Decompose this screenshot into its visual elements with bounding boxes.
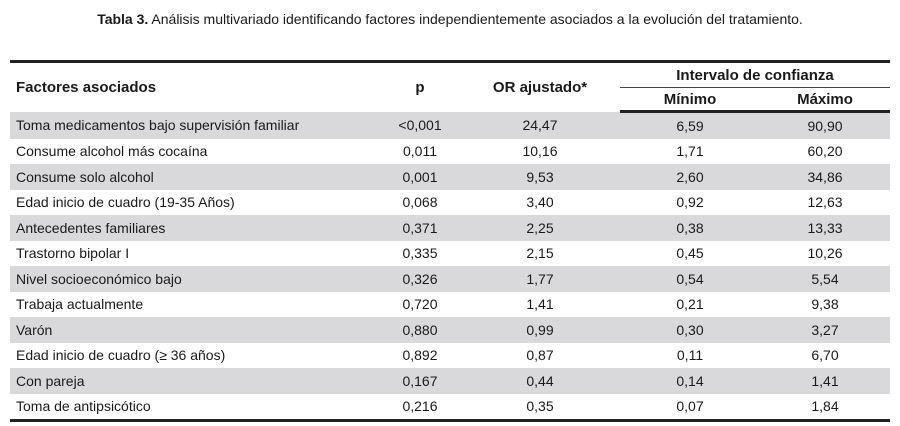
table-cell: 10,16 (522, 143, 558, 160)
table-row: Con pareja 0,167 0,44 0,14 1,41 (10, 368, 891, 394)
table-cell: 3,27 (760, 317, 891, 343)
header: p (380, 60, 460, 112)
table-cell: 2,25 (460, 215, 620, 241)
table-cell: 0,011 (403, 143, 437, 160)
table-row: Antecedentes familiares 0,371 2,25 0,38 13,3… (10, 215, 891, 241)
table-cell: 0,371 (380, 215, 460, 241)
table: Factores asociados p OR ajustado* Interv… (10, 60, 891, 422)
header: Intervalo de confianza (620, 60, 891, 88)
table-cell: 0,21 (676, 296, 704, 313)
table-head: Factores asociados p OR ajustado* Interv… (10, 60, 891, 113)
table-cell: 0,14 (620, 368, 760, 394)
table-cell: Nivel socioeconómico bajo (10, 266, 380, 292)
table-cell: Antecedentes familiares (10, 215, 380, 241)
table-cell: 0,45 (676, 245, 704, 262)
table-row: Nivel socioeconómico bajo 0,326 1,77 0,54 5,… (10, 266, 891, 292)
table-row: Edad inicio de cuadro (≥ 36 años) 0,892 0,… (10, 343, 890, 369)
table-cell: Con pareja (10, 368, 380, 394)
table-cell: 9,53 (460, 164, 620, 190)
table-cell: 1,77 (460, 266, 620, 292)
table-cell: Consume alcohol más cocaína (16, 143, 208, 160)
table-cell: Toma medicamentos bajo supervisión famil… (10, 111, 380, 139)
table-cell: 0,54 (620, 266, 760, 292)
table-cell: Varón (10, 317, 380, 343)
table-row: Toma de antipsicótico 0,216 0,35 0,07 1,84 (10, 393, 891, 422)
table-cell: 90,90 (760, 111, 891, 139)
table-cell: 13,33 (760, 215, 891, 241)
table-cell: 0,99 (460, 317, 620, 343)
table-cell: 3,40 (526, 194, 554, 211)
table-cell: 5,54 (760, 266, 891, 292)
table-cell: 10,26 (807, 245, 843, 262)
table-cell: 6,59 (620, 111, 760, 139)
table-row: Trabaja actualmente 0,720 1,41 0,21 9,38 (10, 292, 890, 318)
table-cell: 0,001 (380, 164, 460, 190)
table-cell: 0,44 (460, 368, 620, 394)
table-cell: 0,068 (402, 194, 438, 211)
table-cell: 0,38 (620, 215, 760, 241)
table-cell: Consume solo alcohol (10, 164, 380, 190)
caption-label: Tabla 3. (97, 11, 149, 27)
table-cell: 0,216 (380, 393, 460, 422)
table-row: Consume alcohol más cocaína 0,011 10,16 1,7… (10, 139, 890, 165)
table-cell: Trastorno bipolar I (16, 245, 130, 262)
table-row: Toma medicamentos bajo supervisión famil… (10, 111, 891, 139)
header: Mínimo (620, 87, 760, 113)
table-cell: Trabaja actualmente (16, 296, 144, 313)
header: Factores asociados (10, 60, 380, 112)
table-cell: 0,87 (526, 347, 554, 364)
table-cell: 0,720 (402, 296, 438, 313)
table-cell: 0,880 (380, 317, 460, 343)
table-cell: 0,11 (676, 347, 704, 364)
table-cell: 1,71 (676, 143, 704, 160)
table-cell: 0,92 (676, 194, 704, 211)
table-cell: 0,30 (620, 317, 760, 343)
table-cell: 0,167 (380, 368, 460, 394)
table-cell: 2,60 (620, 164, 760, 190)
table-cell: 34,86 (760, 164, 891, 190)
table-cell: 9,38 (811, 296, 839, 313)
caption: Tabla 3. Análisis multivariado identific… (0, 11, 900, 27)
table-cell: <0,001 (380, 111, 460, 139)
table-cell: 60,20 (807, 143, 843, 160)
table-cell: 0,335 (402, 245, 438, 262)
table-cell: 1,41 (526, 296, 554, 313)
table-cell: Edad inicio de cuadro (19-35 Años) (16, 194, 235, 211)
table-cell: 1,41 (760, 368, 891, 394)
table-cell: 0,35 (460, 393, 620, 422)
table-cell: Toma de antipsicótico (10, 393, 380, 422)
table-row: Varón 0,880 0,99 0,30 3,27 (10, 317, 891, 343)
table-cell: Edad inicio de cuadro (≥ 36 años) (16, 347, 226, 364)
table-row: Trastorno bipolar I 0,335 2,15 0,45 10,26 (10, 241, 890, 267)
caption-text: Análisis multivariado identificando fact… (151, 11, 803, 27)
table-cell: 2,15 (526, 245, 554, 262)
table-body: Toma medicamentos bajo supervisión famil… (10, 111, 891, 422)
table-row: Edad inicio de cuadro (19-35 Años) 0,068 3… (10, 190, 890, 216)
header: OR ajustado* (460, 60, 620, 112)
table-cell: 6,70 (811, 347, 839, 364)
table-cell: 0,892 (402, 347, 438, 364)
table-row: Consume solo alcohol 0,001 9,53 2,60 34,86 (10, 164, 891, 190)
table-cell: 1,84 (760, 393, 891, 422)
table-cell: 0,07 (620, 393, 760, 422)
table-cell: 0,326 (380, 266, 460, 292)
table-cell: 12,63 (807, 194, 843, 211)
header: Máximo (760, 87, 891, 113)
table-cell: 24,47 (460, 111, 620, 139)
